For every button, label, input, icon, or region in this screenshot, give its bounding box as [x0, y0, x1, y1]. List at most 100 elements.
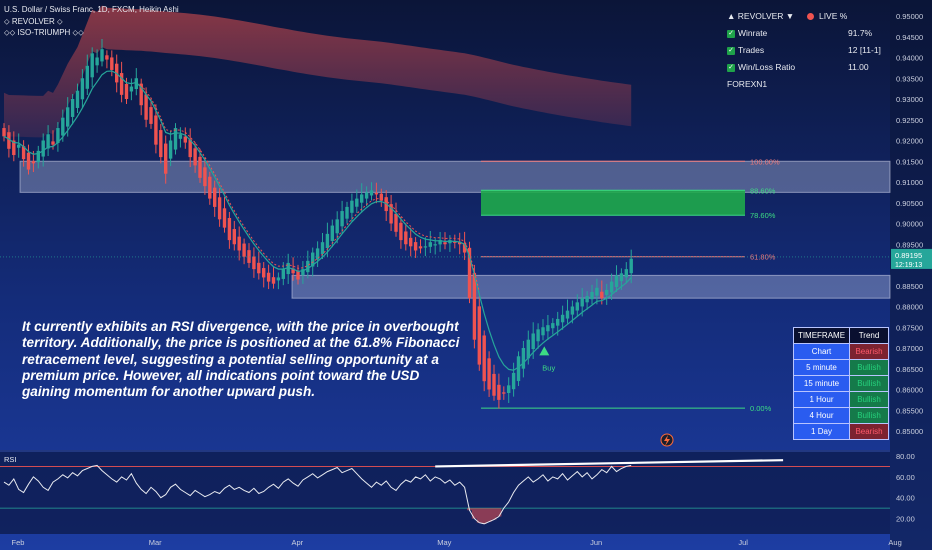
indicator-iso-triumph-label[interactable]: ⬦⬦ ISO-TRIUMPH ⬦⬦ [4, 28, 84, 37]
candle-body [570, 306, 575, 315]
table-cell-timeframe: 4 Hour [793, 407, 850, 424]
candle-body [355, 198, 359, 207]
rsi-pane-background [0, 452, 890, 534]
candle-body [516, 356, 521, 382]
candle-body [477, 306, 481, 365]
price-axis-tick: 0.93500 [896, 74, 923, 83]
candle-body [154, 115, 158, 145]
candle-body [521, 348, 526, 369]
candle-body [232, 229, 236, 245]
panel-row-label: Win/Loss Ratio [738, 62, 796, 72]
time-axis-label: Apr [291, 538, 303, 547]
candle-body [70, 99, 75, 117]
time-axis-label: Feb [12, 538, 25, 547]
timeframe-trend-table: TIMEFRAME Trend Chart Bearish 5 minute Bul… [793, 327, 889, 440]
panel-footer: FOREXN1 [727, 79, 768, 89]
candle-body [404, 231, 408, 245]
price-axis-tick: 0.88500 [896, 282, 923, 291]
rsi-axis-tick: 40.00 [896, 494, 915, 503]
panel-row-winrate: ✓ Winrate 91.7% [727, 25, 892, 42]
symbol-title[interactable]: U.S. Dollar / Swiss Franc, 1D, FXCM, Hei… [4, 5, 179, 14]
candle-body [360, 194, 364, 203]
table-row: 1 Hour Bullish [793, 391, 889, 408]
indicator-revolver-label[interactable]: ⬦ REVOLVER ⬦ [4, 17, 63, 26]
candle-body [595, 287, 599, 296]
candle-body [193, 148, 197, 166]
table-cell-trend: Bullish [849, 391, 889, 408]
candle-body [369, 190, 374, 196]
candle-body [531, 333, 535, 350]
price-axis-tick: 0.90500 [896, 199, 923, 208]
price-axis-tick: 0.92500 [896, 116, 923, 125]
candle-body [546, 325, 550, 332]
candle-body [139, 83, 143, 106]
rsi-axis-tick: 20.00 [896, 515, 915, 524]
candle-body [492, 373, 496, 396]
candle-body [590, 291, 594, 300]
candle-body [629, 258, 633, 274]
buy-signal-arrow-icon [539, 346, 550, 356]
price-axis-tick: 0.85500 [896, 406, 923, 415]
candle-body [374, 192, 379, 195]
candle-body [467, 247, 472, 299]
candle-body [164, 143, 168, 174]
time-axis-label: May [437, 538, 451, 547]
current-price-label: 0.89195 [895, 251, 922, 260]
candle-body [291, 268, 295, 274]
candle-body [306, 260, 310, 273]
price-axis-tick: 0.86000 [896, 386, 923, 395]
panel-row-label: Trades [738, 45, 765, 55]
candle-body [61, 117, 65, 136]
candle-body [458, 241, 462, 245]
price-axis-background [890, 0, 932, 550]
table-cell-trend: Bullish [849, 407, 889, 424]
candle-body [110, 57, 114, 70]
candle-body [105, 55, 109, 60]
resistance-cloud [4, 5, 632, 138]
candle-body [237, 236, 241, 251]
candle-body [311, 252, 315, 267]
price-axis-tick: 0.90000 [896, 220, 923, 229]
candle-body [350, 200, 354, 213]
price-axis-tick: 0.92000 [896, 137, 923, 146]
candle-body [502, 392, 506, 394]
moving-average-line [3, 70, 632, 371]
candle-body [227, 217, 232, 241]
candle-body [507, 385, 511, 393]
fib-level-label: 100.00% [750, 157, 780, 166]
candle-body [364, 192, 369, 199]
time-axis-label: Aug [888, 538, 901, 547]
panel-row-trades: ✓ Trades 12 [11-1] [727, 42, 892, 59]
candle-body [487, 358, 491, 390]
candle-body [247, 250, 251, 263]
panel-row-value: 11.00 [848, 62, 869, 72]
time-axis-label: Jun [590, 538, 602, 547]
rsi-axis-tick: 60.00 [896, 473, 915, 482]
candle-body [203, 167, 207, 187]
fib-level-label: 0.00% [750, 404, 772, 413]
candle-body [134, 78, 138, 90]
lightning-icon[interactable] [660, 433, 674, 447]
candle-body [41, 140, 45, 157]
candle-body [551, 323, 555, 329]
revolver-stats-panel: ▲ REVOLVER ▼ LIVE % ✓ Winrate 91.7% ✓ Trad… [727, 8, 892, 93]
price-axis-tick: 0.87000 [896, 344, 923, 353]
candle-body [556, 318, 560, 326]
candle-body [80, 78, 85, 100]
check-icon: ✓ [727, 46, 735, 55]
candle-body [17, 144, 21, 148]
live-dot-icon [806, 13, 814, 21]
candle-body [462, 243, 467, 253]
candle-body [453, 241, 457, 243]
candle-body [100, 49, 104, 62]
candle-body [580, 298, 584, 307]
candle-body [213, 187, 217, 207]
live-label: LIVE % [818, 11, 848, 21]
candle-body [575, 302, 579, 311]
check-icon: ✓ [727, 63, 735, 72]
fib-level-label: 78.60% [750, 211, 776, 220]
candle-body [399, 222, 403, 241]
table-header-row: TIMEFRAME Trend [793, 327, 889, 344]
table-cell-trend: Bearish [849, 423, 889, 440]
